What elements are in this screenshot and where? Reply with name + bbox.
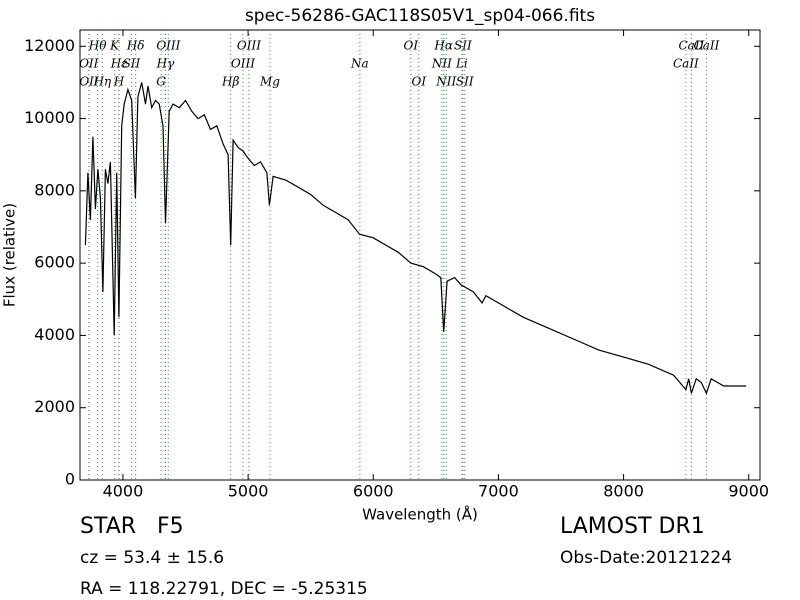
spectral-line-label: K [109,39,120,53]
spectral-line-label: Hη [92,75,111,89]
spectral-line-label: Na [350,57,369,71]
spectral-line-label: Hδ [126,39,145,53]
spectral-line-label: Hα [433,39,453,53]
spectral-line-label: Hθ [88,39,107,53]
spectral-line-label: NII [435,75,456,89]
spectrum-line [84,82,747,395]
spectral-line-label: CaII [694,39,720,53]
x-tick-label: 7000 [478,482,519,501]
y-tick-label: 12000 [24,36,75,55]
spectral-line-label: SII [454,39,472,53]
spectral-line-label: Hε [110,57,128,71]
y-tick-label: 0 [65,470,75,489]
spectral-line-label: NII [431,57,452,71]
coordinates: RA = 118.22791, DEC = -5.25315 [80,579,368,599]
spectral-line-label: OII [79,75,99,89]
x-tick-label: 5000 [228,482,269,501]
x-tick-label: 4000 [103,482,144,501]
survey: LAMOST DR1 [560,514,705,539]
spectral-line-label: Hγ [156,57,175,71]
spectral-line-label: CaII [673,57,699,71]
x-tick-label: 8000 [603,482,644,501]
y-tick-label: 4000 [34,325,75,344]
y-tick-label: 10000 [24,108,75,127]
spectral-line-label: G [156,75,166,89]
redshift: cz = 53.4 ± 15.6 [80,548,224,568]
spectral-line-label: CaII [678,39,704,53]
spectral-class: STAR F5 [80,514,184,539]
chart-title: spec-56286-GAC118S05V1_sp04-066.fits [245,6,595,26]
x-tick-label: 6000 [353,482,394,501]
spectral-line-label: OI [412,75,427,89]
y-tick-label: 6000 [34,253,75,272]
spectral-line-label: OIII [237,39,261,53]
spectral-line-label: H [113,75,125,89]
y-label: Flux (relative) [1,203,19,307]
spectral-line-label: Li [455,57,468,71]
spectral-line-label: Hβ [221,75,239,89]
x-tick-label: 9000 [728,482,769,501]
obs-date: Obs-Date:20121224 [560,548,732,568]
spectral-line-label: OII [79,57,99,71]
spectral-line-label: OIII [156,39,180,53]
y-tick-label: 2000 [34,397,75,416]
spectral-line-label: SII [123,57,141,71]
spectral-line-label: OI [404,39,419,53]
x-label: Wavelength (Å) [362,505,478,524]
spectral-line-label: SII [456,75,474,89]
plot-frame [79,29,761,481]
spectral-line-label: Mg [259,75,280,89]
spectral-line-label: OIII [231,57,255,71]
y-tick-label: 8000 [34,180,75,199]
